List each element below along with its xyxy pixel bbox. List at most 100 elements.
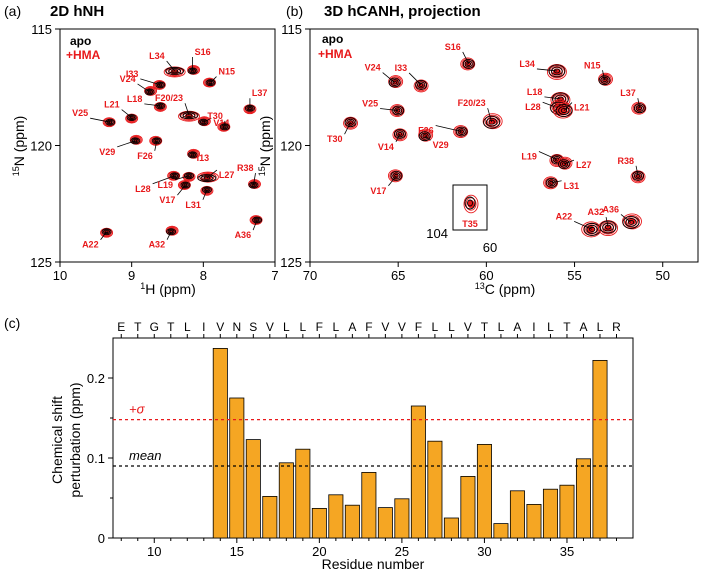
sequence-residue: F (316, 320, 323, 334)
panel-a-apo-contour (180, 181, 191, 189)
panel-a-peak-L27: L27 (196, 169, 234, 183)
panel-a-peak-label: L31 (185, 200, 201, 210)
sequence-residue: I (532, 320, 535, 334)
panel-a-peak-N15: N15 (203, 67, 236, 88)
panel-a-hma-contour (103, 117, 115, 127)
panel-a-peak-label: R38 (237, 163, 254, 173)
panel-a-peak-label: V24 (120, 74, 136, 84)
panel-a-hma-contour (196, 171, 219, 183)
panel-a-hma-contour (200, 185, 214, 196)
panel-a-apo-contour (197, 174, 217, 183)
panel-a-hma-contour (100, 227, 114, 238)
panel-b-peak-label: N15 (584, 60, 601, 70)
panel-c-ylabel-line1: Chemical shift (49, 396, 65, 484)
panel-a-apo-contour (189, 152, 197, 158)
panel-a-legend-apo: apo (70, 34, 91, 48)
panel-a-apo-contour (181, 182, 189, 188)
panel-b-peak-label: R38 (618, 156, 635, 166)
panel-b-peak-V25: V25 (362, 99, 405, 118)
sequence-residue: L (597, 320, 604, 334)
panel-a-apo-contour (129, 116, 134, 119)
panel-a-peak-V17: V17 (159, 180, 191, 205)
panel-b-hma-contour (630, 170, 646, 184)
panel-b-hma-contour (343, 116, 359, 130)
panel-b-leader-line (395, 133, 401, 143)
panel-a-leader-line (177, 184, 186, 196)
panel-a-hma-contour (179, 180, 190, 190)
panel-a-apo-contour (201, 186, 212, 194)
panel-b-apo-contour (390, 79, 399, 87)
panel-b-peak-label: A36 (602, 204, 619, 214)
panel-b-leader-line (563, 159, 575, 165)
panel-b-apo-contour (632, 170, 644, 181)
panel-b-peak-label: L19 (521, 151, 537, 161)
sequence-residue: R (612, 320, 621, 334)
panel-a-xtick-label: 7 (271, 268, 278, 283)
bar-residue-30 (476, 443, 492, 539)
panel-b-label: (b) (286, 3, 303, 19)
panel-c-label: (c) (4, 315, 20, 331)
panel-b-hma-contour (482, 113, 503, 130)
panel-b-inset-hma-contour (465, 197, 477, 211)
panel-a-ylabel-sup: 15 (11, 166, 21, 176)
panel-b-peak-label: T30 (327, 134, 343, 144)
panel-b-peak-label: L27 (576, 160, 592, 170)
panel-b-apo-contour (422, 134, 427, 139)
bar-residue-20 (311, 507, 327, 539)
panel-a-hma-contour (125, 113, 139, 124)
sequence-residue: L (547, 320, 554, 334)
panel-c-xtick-label: 20 (312, 544, 326, 559)
panel-a-peak-label: S16 (195, 47, 211, 57)
panel-a-apo-contour (179, 111, 199, 120)
panel-c-xtick-label: 10 (147, 544, 161, 559)
panel-a-peak-L31: L31 (185, 185, 214, 210)
panel-b-apo-contour (466, 62, 472, 66)
panel-b-peak-S16: S16 (445, 42, 476, 71)
panel-b-leader-line (637, 98, 641, 109)
sequence-residue: L (184, 320, 191, 334)
panel-b-leader-line (408, 72, 422, 86)
panel-a-apo-contour (198, 118, 209, 126)
panel-a-hma-contour (249, 215, 263, 226)
panel-b-apo-contour (392, 80, 397, 85)
sequence-residue: T (134, 320, 142, 334)
panel-b-peak-label: A32 (588, 207, 605, 217)
bar-residue-21 (328, 494, 344, 539)
panel-b-apo-contour (545, 177, 558, 188)
panel-a-apo-contour (158, 83, 163, 87)
panel-a-peak-label: T30 (207, 111, 223, 121)
panel-b-apo-contour (390, 170, 403, 181)
panel-a-peak-L34: L34 (149, 51, 186, 78)
panel-a-peak-label: N15 (219, 67, 236, 77)
panel-b-hma-contour (558, 157, 572, 169)
panel-a-peak-label: L19 (157, 180, 173, 190)
panel-b-xtick-label: 55 (567, 268, 581, 283)
panel-a-hma-contour (102, 117, 116, 128)
panel-a-ytick-label: 120 (30, 139, 52, 154)
panel-a-peak-F26: F26 (137, 135, 163, 161)
panel-a-label: (a) (4, 3, 21, 19)
panel-c-xtick-label: 15 (230, 544, 244, 559)
panel-b-ylabel-sup: 15 (257, 166, 267, 176)
panel-b-apo-contour (560, 108, 568, 114)
panel-a-leader-line (210, 76, 217, 83)
panel-a-leader-line (144, 103, 161, 107)
panel-b-peak-label: S16 (445, 42, 461, 52)
panel-a-leader-line (184, 103, 190, 116)
panel-a-apo-contour (203, 176, 211, 180)
panel-b-inset-label: T35 (462, 219, 478, 229)
panel-b-apo-contour (395, 130, 405, 138)
panel-a-peak-label: F26 (137, 151, 153, 161)
panel-b-peak-label: L34 (519, 59, 535, 69)
panel-b-ytick-label: 125 (280, 255, 302, 270)
panel-a-leader-line (154, 140, 158, 151)
bar-residue-34 (542, 488, 558, 539)
panel-b-hma-contour (389, 76, 402, 87)
panel-a-hma-contour (167, 170, 181, 181)
panel-a-apo-contour (248, 181, 259, 189)
panel-b-hma-contour (543, 176, 559, 190)
bar-residue-14 (212, 347, 228, 539)
panel-b-hma-contour (553, 102, 573, 119)
sequence-residue: A (348, 320, 356, 334)
